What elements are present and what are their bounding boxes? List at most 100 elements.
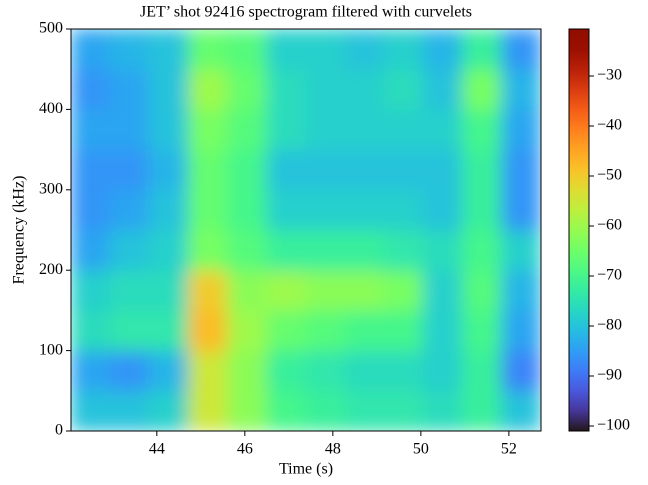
heatmap-cell	[109, 68, 150, 110]
heatmap-cell	[305, 108, 346, 151]
heatmap-cell	[109, 189, 150, 231]
heatmap-cell	[462, 269, 503, 311]
heatmap-cell	[71, 229, 111, 271]
heatmap-cell	[305, 229, 346, 271]
colorbar-tick-label: −50	[597, 167, 622, 184]
heatmap-cell	[462, 149, 503, 191]
heatmap-cell	[344, 68, 385, 110]
heatmap-cell	[462, 309, 503, 352]
heatmap-cell	[148, 269, 189, 311]
heatmap-cell	[344, 350, 385, 392]
heatmap-cell	[501, 68, 541, 110]
heatmap-cell	[266, 29, 307, 70]
heatmap-cell	[227, 68, 268, 110]
y-tick-label: 400	[39, 100, 63, 117]
y-tick-label: 300	[39, 180, 63, 197]
y-tick-label: 0	[55, 422, 63, 439]
heatmap-cell	[227, 189, 268, 231]
heatmap-cell	[109, 269, 150, 311]
heatmap-cell	[109, 29, 150, 70]
heatmap-cell	[383, 269, 424, 311]
heatmap-cell	[71, 149, 111, 191]
heatmap-cell	[188, 29, 229, 70]
y-tick-label: 200	[39, 261, 63, 278]
heatmap-cell	[266, 269, 307, 311]
heatmap-cell	[71, 350, 111, 392]
heatmap-cell	[423, 189, 464, 231]
heatmap-cell	[305, 29, 346, 70]
heatmap-cell	[188, 229, 229, 271]
heatmap-cell	[344, 149, 385, 191]
heatmap-cell	[305, 149, 346, 191]
heatmap-cell	[109, 309, 150, 352]
x-tick-label: 48	[325, 441, 341, 458]
heatmap-cell	[462, 68, 503, 110]
heatmap-cell	[383, 350, 424, 392]
heatmap-cell	[227, 108, 268, 151]
colorbar-tick-label: −90	[597, 367, 622, 384]
heatmap-cell	[305, 269, 346, 311]
heatmap-cell	[266, 309, 307, 352]
heatmap-cell	[423, 29, 464, 70]
heatmap-cell	[501, 269, 541, 311]
heatmap-cell	[227, 390, 268, 431]
heatmap-cell	[71, 68, 111, 110]
heatmap-cell	[501, 229, 541, 271]
heatmap-cell	[71, 390, 111, 431]
heatmap-cell	[462, 189, 503, 231]
heatmap-cell	[383, 390, 424, 431]
heatmap-cell	[344, 309, 385, 352]
colorbar-tick-label: −40	[597, 117, 622, 134]
heatmap-cell	[305, 390, 346, 431]
heatmap-cell	[266, 68, 307, 110]
heatmap-cell	[148, 350, 189, 392]
heatmap-cell	[148, 189, 189, 231]
heatmap-cell	[71, 309, 111, 352]
colorbar-tick-label: −30	[597, 67, 622, 84]
heatmap-cell	[501, 189, 541, 231]
heatmap-cell	[71, 269, 111, 311]
colorbar-tick-label: −70	[597, 267, 622, 284]
heatmap-cell	[266, 390, 307, 431]
x-tick-label: 50	[413, 441, 429, 458]
heatmap-cell	[501, 309, 541, 352]
y-tick-label: 500	[39, 20, 63, 37]
heatmap-cell	[109, 229, 150, 271]
colorbar	[568, 28, 590, 432]
heatmap-cell	[188, 309, 229, 352]
heatmap-cell	[462, 229, 503, 271]
heatmap-cell	[71, 29, 111, 70]
heatmap-cell	[305, 309, 346, 352]
heatmap-cell	[462, 29, 503, 70]
heatmap-cell	[383, 229, 424, 271]
heatmap-cell	[148, 29, 189, 70]
heatmap-cell	[109, 350, 150, 392]
heatmap-cell	[148, 390, 189, 431]
heatmap-cell	[227, 229, 268, 271]
x-tick-label: 44	[149, 441, 165, 458]
heatmap-cell	[383, 149, 424, 191]
heatmap-cell	[71, 189, 111, 231]
x-axis-label: Time (s)	[279, 461, 333, 478]
heatmap-cell	[305, 189, 346, 231]
heatmap-cell	[501, 390, 541, 431]
heatmap-cell	[227, 29, 268, 70]
heatmap-cell	[109, 108, 150, 151]
heatmap-cell	[148, 108, 189, 151]
heatmap-cell	[423, 68, 464, 110]
heatmap-cell	[423, 149, 464, 191]
heatmap-cell	[305, 350, 346, 392]
heatmap-cell	[188, 390, 229, 431]
heatmap-cell	[188, 108, 229, 151]
heatmap-cell	[266, 189, 307, 231]
heatmap-cell	[71, 108, 111, 151]
heatmap-cell	[227, 269, 268, 311]
heatmap-cell	[227, 350, 268, 392]
heatmap-cell	[462, 108, 503, 151]
heatmap-cell	[344, 390, 385, 431]
x-tick-label: 46	[237, 441, 253, 458]
heatmap-cell	[148, 149, 189, 191]
y-tick-label: 100	[39, 341, 63, 358]
y-axis-label: Frequency (kHz)	[11, 176, 28, 285]
